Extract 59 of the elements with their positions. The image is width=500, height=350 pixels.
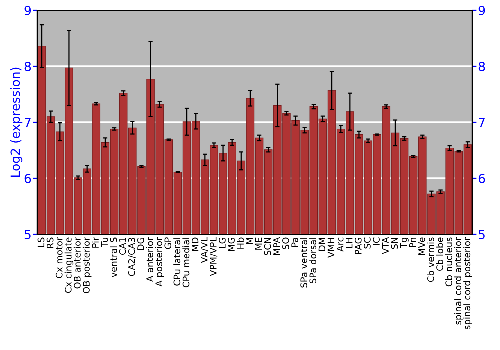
x-tick-label: SPa dorsal bbox=[310, 238, 317, 284]
x-tick-label: Pn bbox=[410, 238, 416, 248]
x-tick-label: Pa bbox=[292, 238, 298, 247]
x-tick-label: spinal cord anterior bbox=[454, 237, 464, 325]
x-tick-label: GP bbox=[164, 238, 172, 250]
x-tick-label: LH bbox=[346, 238, 353, 248]
x-tick-label: Pir bbox=[92, 237, 99, 248]
x-tick-label: CPu lateral bbox=[174, 238, 181, 286]
x-tick-label: DG bbox=[138, 238, 144, 250]
y2-tick-label: 6 bbox=[478, 174, 486, 184]
x-tick-label: Tu bbox=[101, 238, 108, 248]
x-tick-label: OB anterior bbox=[74, 237, 81, 289]
x-tick-label: SPa ventral bbox=[300, 238, 308, 288]
x-tick-label: SN bbox=[391, 238, 398, 250]
x-tick-label: Cx motor bbox=[56, 237, 63, 278]
x-tick-label: A posterior bbox=[155, 237, 164, 287]
x-tick-label: PAG bbox=[355, 238, 362, 254]
y2-tick-label: 8 bbox=[478, 62, 486, 72]
x-tick-label: VTA bbox=[382, 237, 389, 254]
y2-tick-label: 7 bbox=[479, 118, 485, 128]
x-tick-label: Cb lobe bbox=[436, 238, 444, 271]
y-axis-title: Log2 (expression) bbox=[10, 68, 23, 177]
x-tick-label: Cx cingulate bbox=[64, 238, 74, 294]
x-tick-label: VMH bbox=[328, 238, 335, 258]
x-tick-label: MD bbox=[192, 238, 199, 252]
x-tick-label: Cb nucleus bbox=[445, 238, 452, 287]
y2-tick-label: 9 bbox=[478, 6, 486, 16]
x-tick-label: SCN bbox=[264, 238, 272, 256]
x-tick-label: Cb vermis bbox=[427, 238, 434, 282]
x-tick-label: MG bbox=[228, 238, 235, 252]
y-tick-label: 5 bbox=[24, 230, 31, 240]
x-tick-label: DM bbox=[318, 238, 326, 252]
x-tick-label: MPA bbox=[274, 237, 280, 256]
x-tick-label: ME bbox=[255, 238, 262, 250]
x-tick-label: M bbox=[246, 238, 253, 244]
x-tick-label: LG bbox=[219, 238, 226, 248]
x-tick-label: VPM/VPL bbox=[210, 237, 218, 276]
x-tick-label: SO bbox=[282, 238, 290, 250]
x-tick-label: OB posterior bbox=[82, 237, 92, 294]
x-tick-label: Tg bbox=[400, 238, 409, 249]
x-tick-label: VA/VL bbox=[201, 237, 208, 264]
y-tick-label: 9 bbox=[24, 6, 32, 16]
y-tick-label: 8 bbox=[24, 62, 32, 72]
x-tick-label: CA1 bbox=[119, 238, 126, 255]
x-tick-label: Arc bbox=[337, 238, 344, 252]
y2-tick-label: 5 bbox=[479, 230, 485, 240]
x-tick-label: RS bbox=[46, 238, 54, 248]
x-tick-label: CA2/CA3 bbox=[128, 238, 136, 276]
y-tick-label: 7 bbox=[25, 118, 31, 128]
x-tick-label: ventral S bbox=[110, 238, 118, 278]
y-tick-label: 6 bbox=[24, 174, 32, 184]
x-tick-label: A anterior bbox=[146, 237, 154, 282]
x-tick-label: Hb bbox=[237, 238, 244, 249]
x-tick-label: IC bbox=[373, 238, 380, 246]
x-tick-label: CPu medial bbox=[182, 238, 190, 288]
x-tick-label: spinal cord posterior bbox=[464, 237, 472, 330]
x-tick-label: MVe bbox=[418, 238, 426, 256]
x-tick-label: SC bbox=[364, 238, 371, 249]
x-tick-label: LS bbox=[38, 238, 45, 248]
